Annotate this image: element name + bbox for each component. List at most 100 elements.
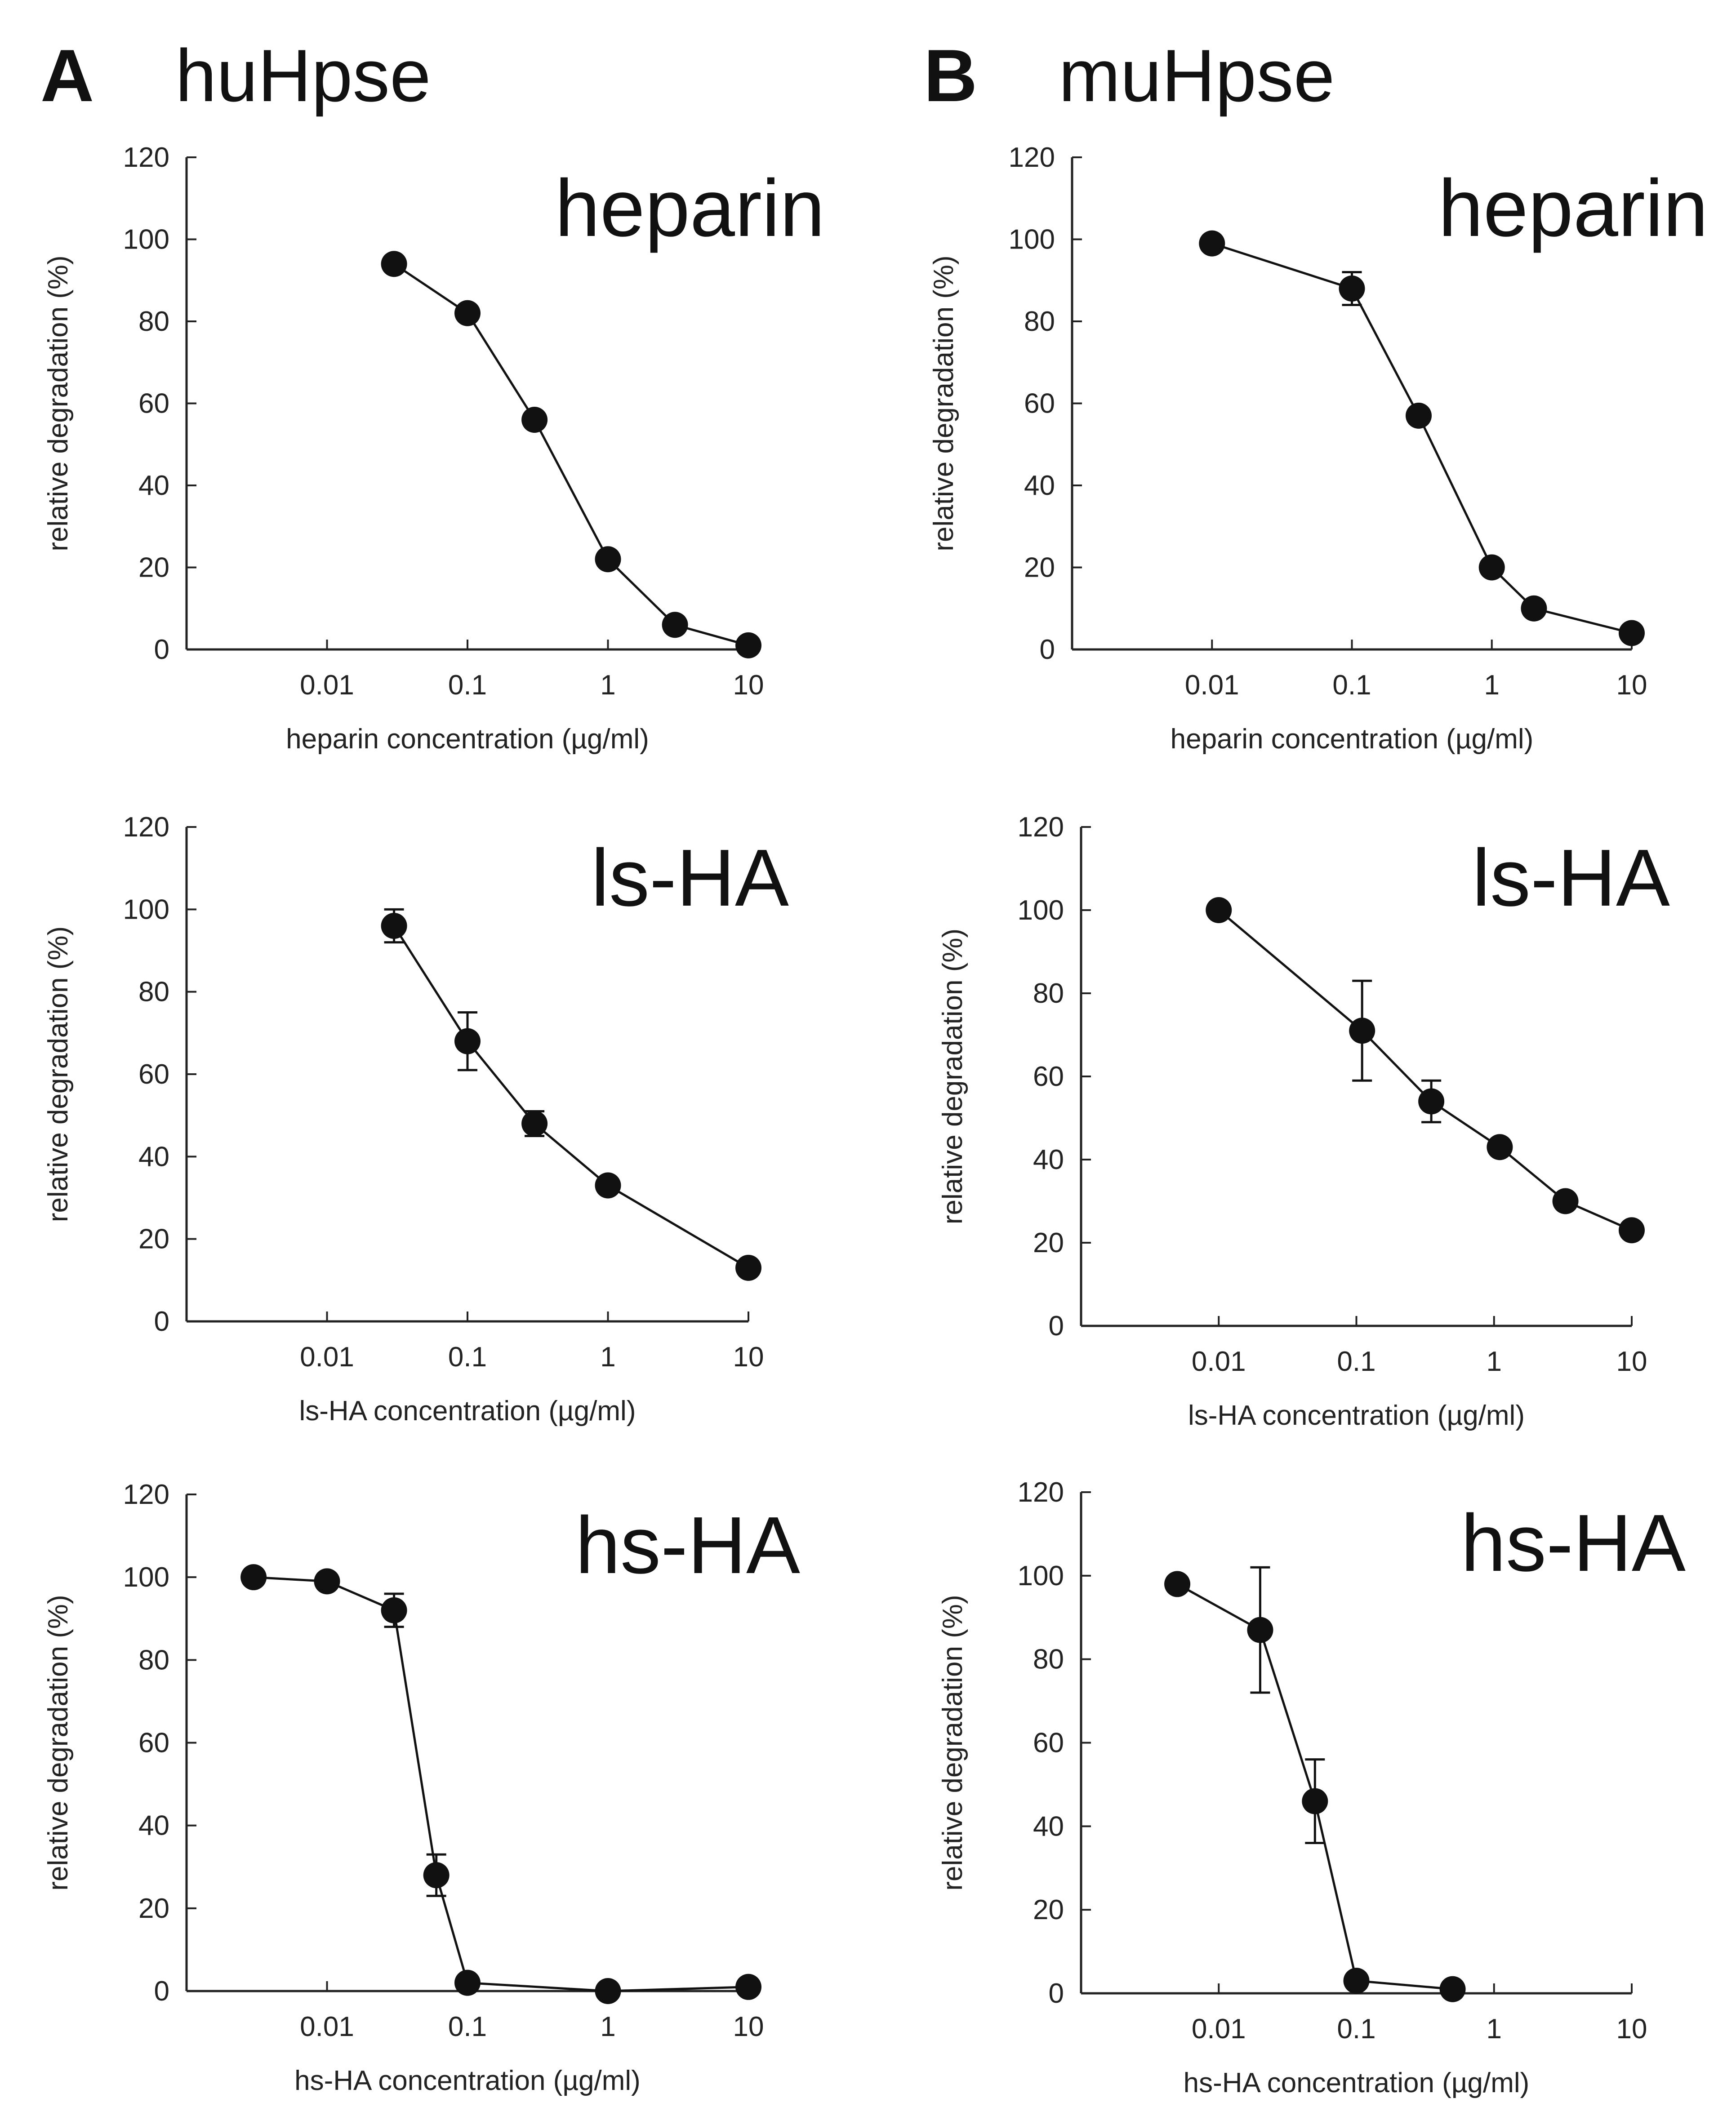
y-tick-label: 20: [138, 1224, 169, 1255]
data-point: [1406, 402, 1432, 429]
y-tick-label: 0: [1049, 1978, 1064, 2009]
y-axis-title: relative degradation (%): [928, 255, 959, 551]
data-point: [1302, 1788, 1328, 1814]
y-tick-label: 60: [138, 1059, 169, 1090]
data-point: [1487, 1134, 1513, 1160]
y-tick-label: 20: [1024, 552, 1055, 583]
y-tick-label: 40: [138, 1810, 169, 1841]
data-point: [1339, 276, 1365, 302]
data-point: [1552, 1188, 1579, 1214]
x-tick-label: 10: [733, 1342, 764, 1373]
y-tick-label: 100: [1009, 224, 1055, 255]
y-tick-label: 100: [123, 894, 169, 925]
y-axis-title: relative degradation (%): [43, 255, 74, 551]
y-tick-label: 60: [1033, 1061, 1064, 1092]
data-point: [1619, 620, 1645, 646]
data-point: [454, 1969, 481, 1996]
y-tick-label: 60: [138, 388, 169, 419]
x-axis-title: hs-HA concentration (µg/ml): [294, 2065, 641, 2096]
data-point: [1478, 554, 1505, 581]
y-axis-title: relative degradation (%): [43, 1595, 74, 1890]
x-tick-label: 1: [600, 2011, 615, 2042]
y-tick-label: 20: [1033, 1894, 1064, 1925]
data-point: [1439, 1976, 1466, 2002]
chart-muhpse-heparin: 0 20 40 60 80 100 120 0.01 0.1 1 10 heparin concent…: [928, 142, 1708, 755]
x-tick-label: 0.01: [1185, 670, 1239, 701]
chart-subtitle: hs-HA: [575, 1500, 800, 1591]
y-tick-label: 80: [138, 306, 169, 337]
x-axis-title: heparin concentration (µg/ml): [286, 724, 649, 755]
data-point: [1247, 1617, 1273, 1643]
data-point: [381, 1597, 407, 1623]
x-tick-label: 1: [1487, 1346, 1502, 1377]
y-tick-label: 0: [154, 1976, 169, 2007]
chart-subtitle: ls-HA: [1472, 833, 1670, 923]
y-tick-label: 40: [138, 1141, 169, 1172]
data-point: [595, 1978, 621, 2004]
y-tick-label: 60: [1024, 388, 1055, 419]
series-line: [393, 263, 749, 647]
y-axis-title: relative degradation (%): [937, 1595, 968, 1890]
y-tick-label: 120: [123, 812, 169, 843]
y-tick-label: 100: [1018, 1560, 1064, 1592]
data-point: [454, 300, 481, 326]
y-tick-label: 100: [1018, 895, 1064, 926]
x-tick-label: 0.1: [1337, 2014, 1375, 2045]
data-point: [1349, 1018, 1375, 1044]
y-tick-label: 120: [1009, 142, 1055, 173]
panel-title-b: muHpse: [1059, 34, 1335, 117]
series-line: [1211, 242, 1632, 634]
data-point: [735, 1254, 761, 1281]
data-point: [1206, 897, 1232, 923]
x-tick-label: 1: [600, 670, 615, 701]
chart-subtitle: heparin: [555, 163, 825, 253]
data-point: [1199, 230, 1225, 257]
series-line: [1218, 909, 1633, 1231]
x-tick-label: 10: [733, 2011, 764, 2042]
x-tick-label: 0.1: [448, 1342, 487, 1373]
panel-title-a: huHpse: [175, 34, 431, 117]
data-point: [381, 913, 407, 939]
x-axis-title: ls-HA concentration (µg/ml): [1188, 1400, 1525, 1431]
data-point: [595, 546, 621, 573]
y-tick-label: 120: [123, 142, 169, 173]
x-tick-label: 0.1: [448, 2011, 487, 2042]
series-line: [393, 925, 749, 1269]
y-tick-label: 60: [1033, 1728, 1064, 1759]
x-tick-label: 0.1: [1332, 670, 1371, 701]
y-tick-label: 40: [1024, 470, 1055, 501]
chart-huhpse-hs-ha: 0 20 40 60 80 100 120 0.01 0.1 1 10 hs-HA concentra…: [43, 1479, 800, 2096]
x-tick-label: 0.01: [300, 670, 354, 701]
x-tick-label: 0.01: [1192, 2014, 1246, 2045]
y-tick-label: 40: [138, 470, 169, 501]
y-tick-label: 80: [138, 1645, 169, 1676]
x-tick-label: 0.01: [1192, 1346, 1246, 1377]
y-axis-title: relative degradation (%): [43, 926, 74, 1222]
y-axis-title: relative degradation (%): [937, 929, 968, 1224]
chart-huhpse-ls-ha: 0 20 40 60 80 100 120 0.01 0.1 1 10 ls-HA concentra…: [43, 812, 789, 1427]
y-tick-label: 0: [1049, 1311, 1064, 1342]
data-point: [521, 1111, 548, 1137]
x-tick-label: 10: [1616, 2014, 1647, 2045]
data-point: [521, 407, 548, 433]
data-point: [454, 1028, 481, 1054]
chart-muhpse-ls-ha: 0 20 40 60 80 100 120 0.01 0.1 1 10 ls-HA concentra…: [937, 812, 1670, 1431]
x-tick-label: 0.01: [300, 1342, 354, 1373]
data-point: [1619, 1217, 1645, 1244]
chart-subtitle: heparin: [1438, 163, 1708, 253]
y-tick-label: 40: [1033, 1144, 1064, 1175]
y-tick-label: 80: [138, 977, 169, 1008]
y-tick-label: 80: [1024, 306, 1055, 337]
x-tick-label: 1: [600, 1342, 615, 1373]
x-tick-label: 10: [1616, 670, 1647, 701]
x-axis-title: heparin concentration (µg/ml): [1171, 724, 1534, 755]
y-tick-label: 20: [1033, 1227, 1064, 1258]
x-axis-title: ls-HA concentration (µg/ml): [299, 1396, 636, 1427]
x-tick-label: 1: [1484, 670, 1500, 701]
chart-subtitle: hs-HA: [1461, 1498, 1686, 1588]
series-line: [253, 1576, 749, 1992]
x-tick-label: 10: [733, 670, 764, 701]
y-tick-label: 80: [1033, 1644, 1064, 1675]
panel-letter-b: B: [924, 34, 977, 117]
